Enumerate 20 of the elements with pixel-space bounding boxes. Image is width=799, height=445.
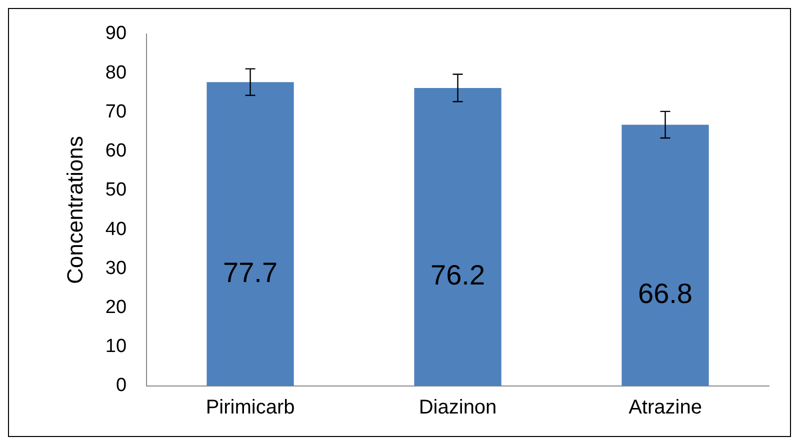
- y-tick-label: 30: [105, 258, 127, 279]
- y-axis-title: Concentrations: [62, 136, 88, 284]
- data-label: 77.7: [223, 256, 278, 288]
- bar: [622, 124, 709, 386]
- y-tick-label: 10: [105, 336, 127, 358]
- y-tick-label: 70: [105, 101, 127, 122]
- x-tick-label: Pirimicarb: [206, 396, 295, 419]
- y-tick-label: 90: [105, 23, 127, 44]
- data-label: 76.2: [430, 260, 486, 291]
- y-tick-label: 40: [105, 218, 127, 240]
- bar: [414, 88, 502, 386]
- y-tick-label: 80: [105, 62, 127, 84]
- data-label: 66.8: [638, 278, 693, 310]
- bar: [206, 82, 294, 386]
- x-tick-label: Atrazine: [628, 396, 702, 419]
- y-tick-label: 60: [105, 140, 127, 162]
- y-tick-label: 50: [105, 180, 127, 201]
- y-tick-label: 20: [105, 297, 127, 318]
- x-tick-label: Diazinon: [418, 396, 497, 419]
- y-tick-label: 0: [116, 375, 127, 396]
